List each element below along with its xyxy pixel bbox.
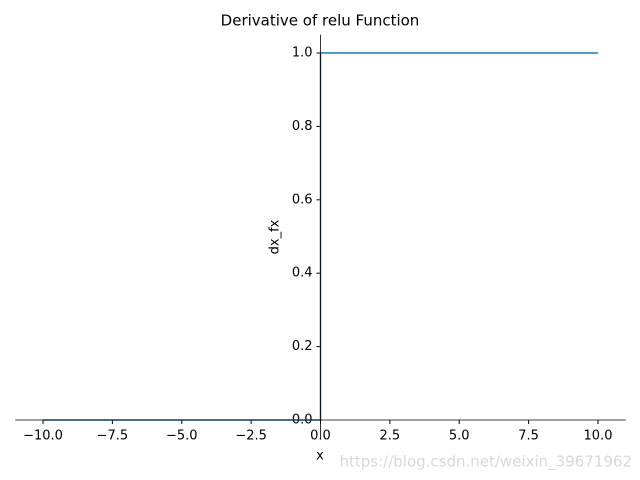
watermark: https://blog.csdn.net/weixin_39671962 bbox=[339, 453, 632, 472]
y-tick-label: 1.0 bbox=[292, 46, 313, 61]
chart-title: Derivative of relu Function bbox=[221, 12, 420, 30]
x-tick-label: 7.5 bbox=[518, 429, 539, 444]
y-tick-label: 0.2 bbox=[292, 339, 313, 354]
x-tick-label: 5.0 bbox=[449, 429, 470, 444]
y-axis-label: dx_fx bbox=[268, 219, 283, 254]
x-tick-label: 2.5 bbox=[380, 429, 401, 444]
y-tick-label: 0.6 bbox=[292, 192, 313, 207]
x-tick-label: −7.5 bbox=[97, 429, 129, 444]
x-tick-label: −5.0 bbox=[166, 429, 198, 444]
x-tick-label: 10.0 bbox=[584, 429, 613, 444]
y-tick-label: 0.4 bbox=[292, 266, 313, 281]
x-tick-label: −10.0 bbox=[23, 429, 63, 444]
x-axis-label: x bbox=[316, 449, 324, 464]
x-tick-label: −2.5 bbox=[235, 429, 267, 444]
y-tick-label: 0.8 bbox=[292, 119, 313, 134]
